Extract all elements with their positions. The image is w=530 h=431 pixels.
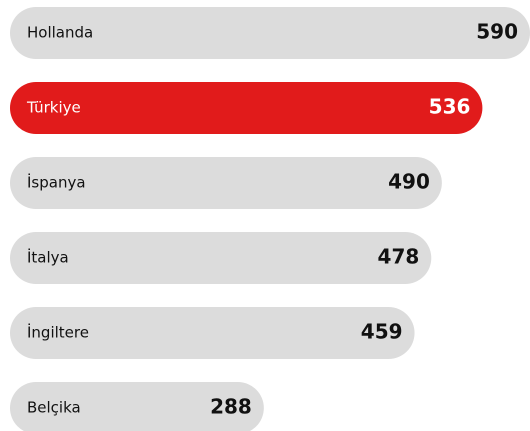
category-label: İtalya <box>27 248 69 267</box>
bar <box>10 157 442 209</box>
value-label: 590 <box>476 20 518 44</box>
value-label: 288 <box>210 395 252 419</box>
category-label: İspanya <box>27 173 86 192</box>
bar <box>10 307 415 359</box>
bar <box>10 382 264 431</box>
category-label: Türkiye <box>26 99 81 117</box>
value-label: 459 <box>361 320 403 344</box>
category-label: Hollanda <box>27 24 93 42</box>
category-label: İngiltere <box>27 323 89 342</box>
value-label: 536 <box>429 95 471 119</box>
bar <box>10 7 530 59</box>
value-label: 478 <box>378 245 420 269</box>
bar <box>10 232 432 284</box>
value-label: 490 <box>388 170 430 194</box>
bar <box>10 82 483 134</box>
category-label: Belçika <box>27 399 81 417</box>
